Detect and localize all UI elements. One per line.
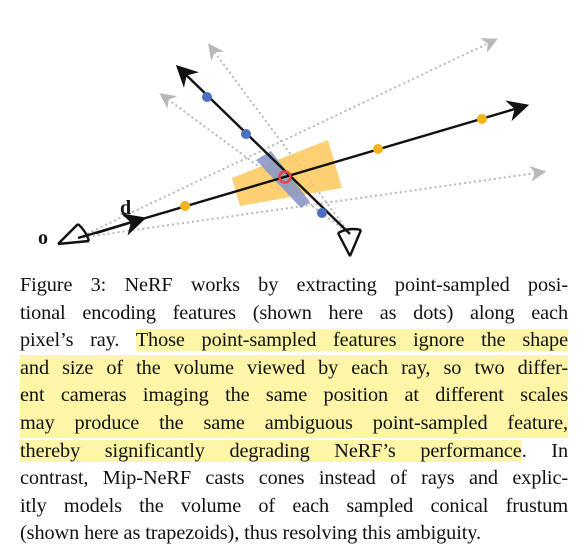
caption-line-highlighted: may produce the same ambiguous point-sam…	[20, 409, 568, 438]
ghost-ray-o-right	[77, 165, 547, 239]
caption-text: pixel’s ray.	[20, 329, 136, 352]
sample-dot-blue	[202, 92, 212, 102]
intersection-ring	[278, 170, 292, 184]
caption-highlight: thereby significantly degrading NeRF’s p…	[20, 439, 522, 462]
caption-line: contrast, Mip-NeRF casts cones instead o…	[20, 467, 568, 490]
caption-line: itly models the volume of each sampled c…	[20, 494, 568, 517]
caption-line-highlighted: and size of the volume viewed by each ra…	[20, 354, 568, 383]
direction-arrow-d	[95, 213, 147, 236]
caption-line-highlighted: ent cameras imaging the same position at…	[20, 382, 568, 410]
caption-text: . In	[521, 439, 569, 462]
caption-line: Figure 3: NeRF works by extracting point…	[20, 274, 568, 296]
ghost-ray-cam2-left	[159, 93, 351, 235]
sample-dot-yellow	[180, 201, 190, 211]
sample-dot-blue	[241, 129, 251, 139]
ghost-ray-o-top	[77, 38, 498, 239]
caption-line: thereby significantly degrading NeRF’s p…	[20, 438, 568, 466]
sample-dot-blue	[317, 208, 327, 218]
caption-line: pixel’s ray. Those point-sampled feature…	[20, 327, 568, 355]
camera-o-icon	[57, 223, 91, 246]
figure-3-diagram: o d	[38, 38, 547, 257]
ray-camera-o	[77, 100, 530, 240]
caption-line: (shown here as trapezoids), thus resolvi…	[20, 522, 481, 545]
caption-highlight: Those point-sampled features ignore the …	[135, 329, 568, 352]
ghost-ray-cam2-top	[208, 43, 351, 235]
sample-dot-yellow	[373, 144, 383, 154]
label-d: d	[120, 197, 131, 219]
figure-caption: Figure 3: NeRF works by extracting point…	[20, 272, 568, 548]
camera-2-icon	[336, 227, 363, 257]
frustum-blue-trapezoid	[256, 151, 310, 208]
label-o: o	[38, 227, 48, 249]
sample-dot-yellow	[477, 114, 487, 124]
caption-line: tional encoding features (shown here as …	[20, 301, 568, 324]
